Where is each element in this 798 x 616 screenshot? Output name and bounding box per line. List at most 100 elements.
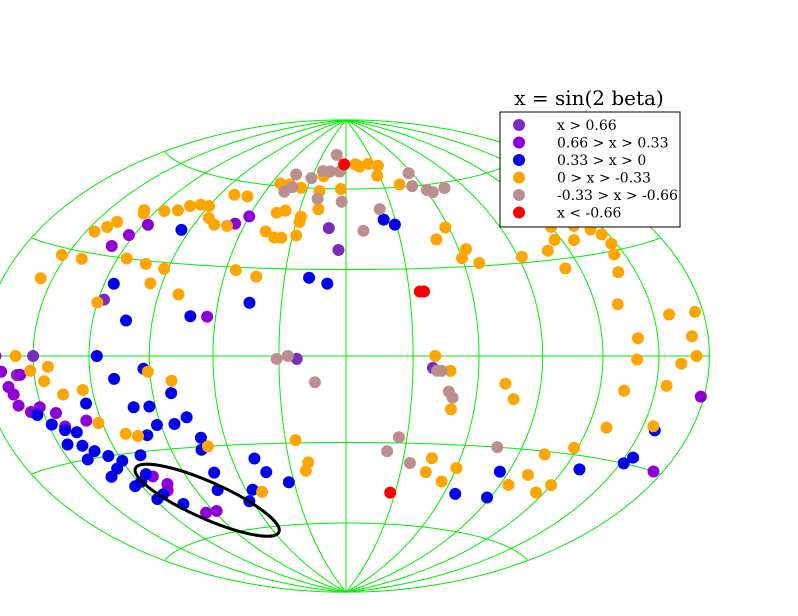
data-point bbox=[595, 228, 608, 241]
data-point bbox=[175, 223, 188, 236]
data-point bbox=[600, 421, 613, 434]
legend-marker bbox=[513, 136, 525, 149]
data-point bbox=[330, 148, 343, 161]
data-point bbox=[403, 457, 416, 470]
data-point bbox=[158, 205, 171, 218]
data-point bbox=[141, 218, 154, 231]
data-point bbox=[129, 480, 142, 493]
data-point bbox=[55, 249, 68, 262]
parallel-line bbox=[31, 237, 661, 271]
data-point bbox=[429, 350, 442, 362]
data-point bbox=[138, 204, 151, 217]
legend-box bbox=[499, 111, 681, 228]
data-point bbox=[618, 384, 631, 397]
data-point bbox=[45, 418, 58, 431]
data-point bbox=[14, 368, 27, 381]
legend-marker bbox=[513, 119, 525, 131]
data-point bbox=[91, 296, 104, 309]
data-point bbox=[282, 476, 295, 489]
data-point bbox=[631, 353, 644, 366]
data-point bbox=[80, 397, 93, 410]
data-point bbox=[357, 224, 370, 237]
data-point bbox=[31, 409, 44, 422]
data-point bbox=[259, 225, 272, 238]
data-point bbox=[473, 257, 486, 269]
data-point bbox=[305, 172, 318, 185]
data-point bbox=[171, 204, 184, 217]
data-point bbox=[180, 411, 193, 424]
data-point bbox=[158, 262, 171, 275]
data-point bbox=[59, 424, 72, 437]
data-point bbox=[194, 431, 207, 444]
data-point bbox=[538, 448, 551, 461]
data-point bbox=[141, 365, 154, 378]
data-point bbox=[685, 330, 698, 343]
data-point bbox=[27, 350, 40, 362]
legend-label: 0.33 > x > 0 bbox=[557, 153, 646, 169]
data-point bbox=[371, 159, 384, 172]
data-point bbox=[481, 491, 494, 504]
data-point bbox=[689, 305, 702, 318]
data-point bbox=[381, 445, 394, 458]
data-point bbox=[70, 426, 83, 439]
data-point bbox=[413, 285, 426, 298]
data-point bbox=[507, 393, 520, 406]
data-point bbox=[295, 181, 308, 194]
data-point bbox=[502, 478, 515, 491]
data-point bbox=[362, 157, 375, 170]
data-point bbox=[143, 400, 156, 413]
data-point bbox=[61, 438, 74, 451]
data-point bbox=[402, 167, 415, 180]
data-point bbox=[9, 350, 22, 362]
data-point bbox=[141, 429, 154, 442]
data-point bbox=[449, 487, 462, 500]
data-point bbox=[270, 352, 283, 365]
data-point bbox=[321, 277, 334, 290]
data-point bbox=[92, 416, 105, 429]
data-point bbox=[194, 198, 207, 211]
data-point bbox=[208, 466, 221, 479]
data-point bbox=[184, 310, 197, 323]
data-point bbox=[201, 440, 214, 453]
data-point bbox=[438, 181, 451, 194]
data-point bbox=[256, 485, 269, 498]
data-point bbox=[371, 169, 384, 182]
data-point bbox=[690, 350, 703, 362]
data-point bbox=[120, 314, 133, 327]
data-point bbox=[165, 374, 178, 387]
data-point bbox=[332, 244, 345, 257]
data-point bbox=[559, 262, 572, 275]
data-point bbox=[139, 257, 152, 270]
data-point bbox=[268, 231, 281, 244]
data-point bbox=[101, 220, 114, 233]
data-point bbox=[134, 449, 147, 462]
data-point bbox=[568, 441, 581, 454]
data-point bbox=[627, 451, 640, 464]
data-point bbox=[392, 431, 405, 444]
legend-label: -0.33 > x > -0.66 bbox=[557, 188, 678, 204]
data-point bbox=[111, 215, 124, 228]
data-point bbox=[76, 439, 89, 452]
data-point bbox=[290, 229, 303, 242]
data-point bbox=[663, 308, 676, 321]
region-ellipse bbox=[133, 462, 281, 538]
data-point bbox=[210, 504, 223, 517]
data-point bbox=[493, 465, 506, 478]
data-point bbox=[312, 203, 325, 216]
data-point bbox=[444, 403, 457, 416]
data-point bbox=[0, 352, 2, 360]
data-point bbox=[281, 350, 294, 362]
legend-label: x < -0.66 bbox=[557, 206, 622, 222]
region-outline bbox=[133, 462, 281, 538]
data-point bbox=[90, 350, 103, 362]
data-point bbox=[426, 186, 439, 199]
data-point bbox=[127, 401, 140, 414]
data-point bbox=[228, 188, 241, 201]
data-point bbox=[243, 210, 256, 223]
data-point bbox=[200, 506, 213, 519]
data-point bbox=[12, 399, 25, 412]
data-point bbox=[311, 192, 324, 205]
data-point bbox=[34, 272, 47, 285]
data-point bbox=[57, 388, 70, 401]
